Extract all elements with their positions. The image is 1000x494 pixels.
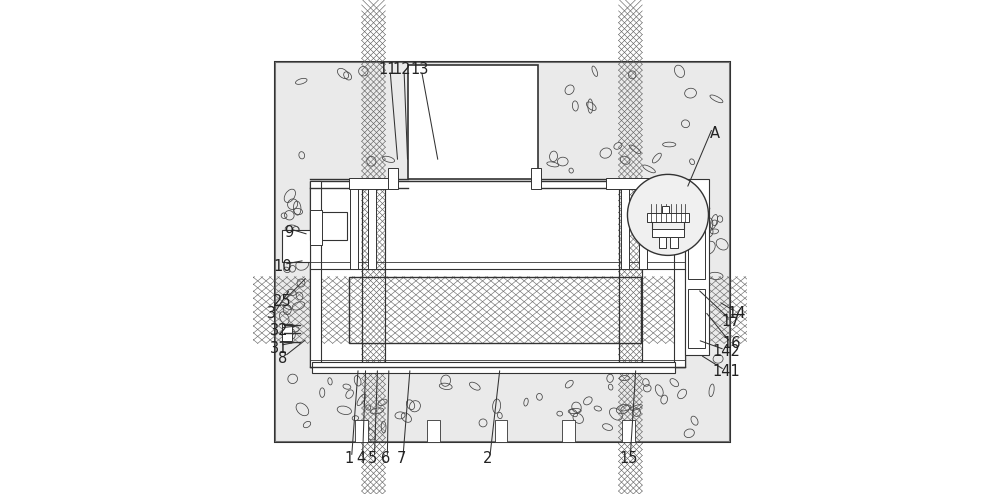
- Bar: [349, 277, 641, 343]
- Bar: [362, 189, 385, 367]
- Bar: [275, 62, 730, 442]
- Bar: [619, 189, 642, 367]
- Bar: [275, 62, 730, 183]
- Text: 1: 1: [345, 451, 354, 466]
- Text: 5: 5: [368, 451, 377, 466]
- Bar: [685, 179, 709, 355]
- Text: 31: 31: [270, 341, 288, 356]
- Bar: [670, 237, 678, 248]
- Bar: [674, 181, 685, 367]
- Text: 15: 15: [619, 451, 638, 466]
- Bar: [659, 237, 666, 248]
- Text: 12: 12: [393, 62, 412, 77]
- Text: 7: 7: [397, 451, 406, 466]
- Text: 141: 141: [712, 364, 740, 379]
- Bar: [647, 213, 689, 222]
- Bar: [639, 188, 647, 269]
- Bar: [275, 368, 730, 442]
- Text: 9: 9: [284, 225, 293, 240]
- Text: 13: 13: [411, 62, 429, 77]
- Text: 3: 3: [267, 306, 276, 321]
- Bar: [531, 168, 541, 189]
- Bar: [622, 420, 635, 442]
- Bar: [350, 188, 358, 269]
- Bar: [688, 220, 705, 279]
- Bar: [408, 65, 538, 179]
- Text: 4: 4: [356, 451, 365, 466]
- Bar: [310, 210, 322, 245]
- Bar: [282, 324, 292, 341]
- Text: 25: 25: [273, 294, 292, 309]
- Bar: [652, 229, 684, 237]
- Text: 10: 10: [273, 259, 292, 274]
- Bar: [685, 183, 730, 368]
- Bar: [606, 178, 650, 189]
- Bar: [312, 362, 675, 373]
- Bar: [362, 189, 385, 367]
- Bar: [621, 188, 629, 269]
- Bar: [427, 420, 440, 442]
- Text: A: A: [710, 126, 720, 141]
- Text: 11: 11: [378, 62, 397, 77]
- Text: 32: 32: [269, 324, 288, 338]
- Bar: [688, 289, 705, 348]
- Bar: [662, 206, 669, 213]
- Text: 16: 16: [722, 336, 740, 351]
- Bar: [349, 277, 641, 343]
- Bar: [562, 420, 575, 442]
- Bar: [368, 188, 376, 269]
- Bar: [495, 420, 507, 442]
- Bar: [619, 189, 642, 367]
- Text: 2: 2: [483, 451, 492, 466]
- Bar: [349, 178, 393, 189]
- Text: 142: 142: [712, 344, 740, 359]
- Text: 6: 6: [381, 451, 390, 466]
- Bar: [355, 420, 368, 442]
- Text: 14: 14: [728, 306, 746, 321]
- Circle shape: [627, 174, 708, 255]
- Bar: [310, 181, 321, 367]
- Bar: [282, 230, 310, 262]
- Bar: [310, 212, 347, 240]
- Bar: [388, 168, 398, 189]
- Text: 8: 8: [278, 351, 287, 366]
- Bar: [310, 181, 685, 367]
- Bar: [275, 183, 310, 368]
- Text: 17: 17: [722, 314, 741, 329]
